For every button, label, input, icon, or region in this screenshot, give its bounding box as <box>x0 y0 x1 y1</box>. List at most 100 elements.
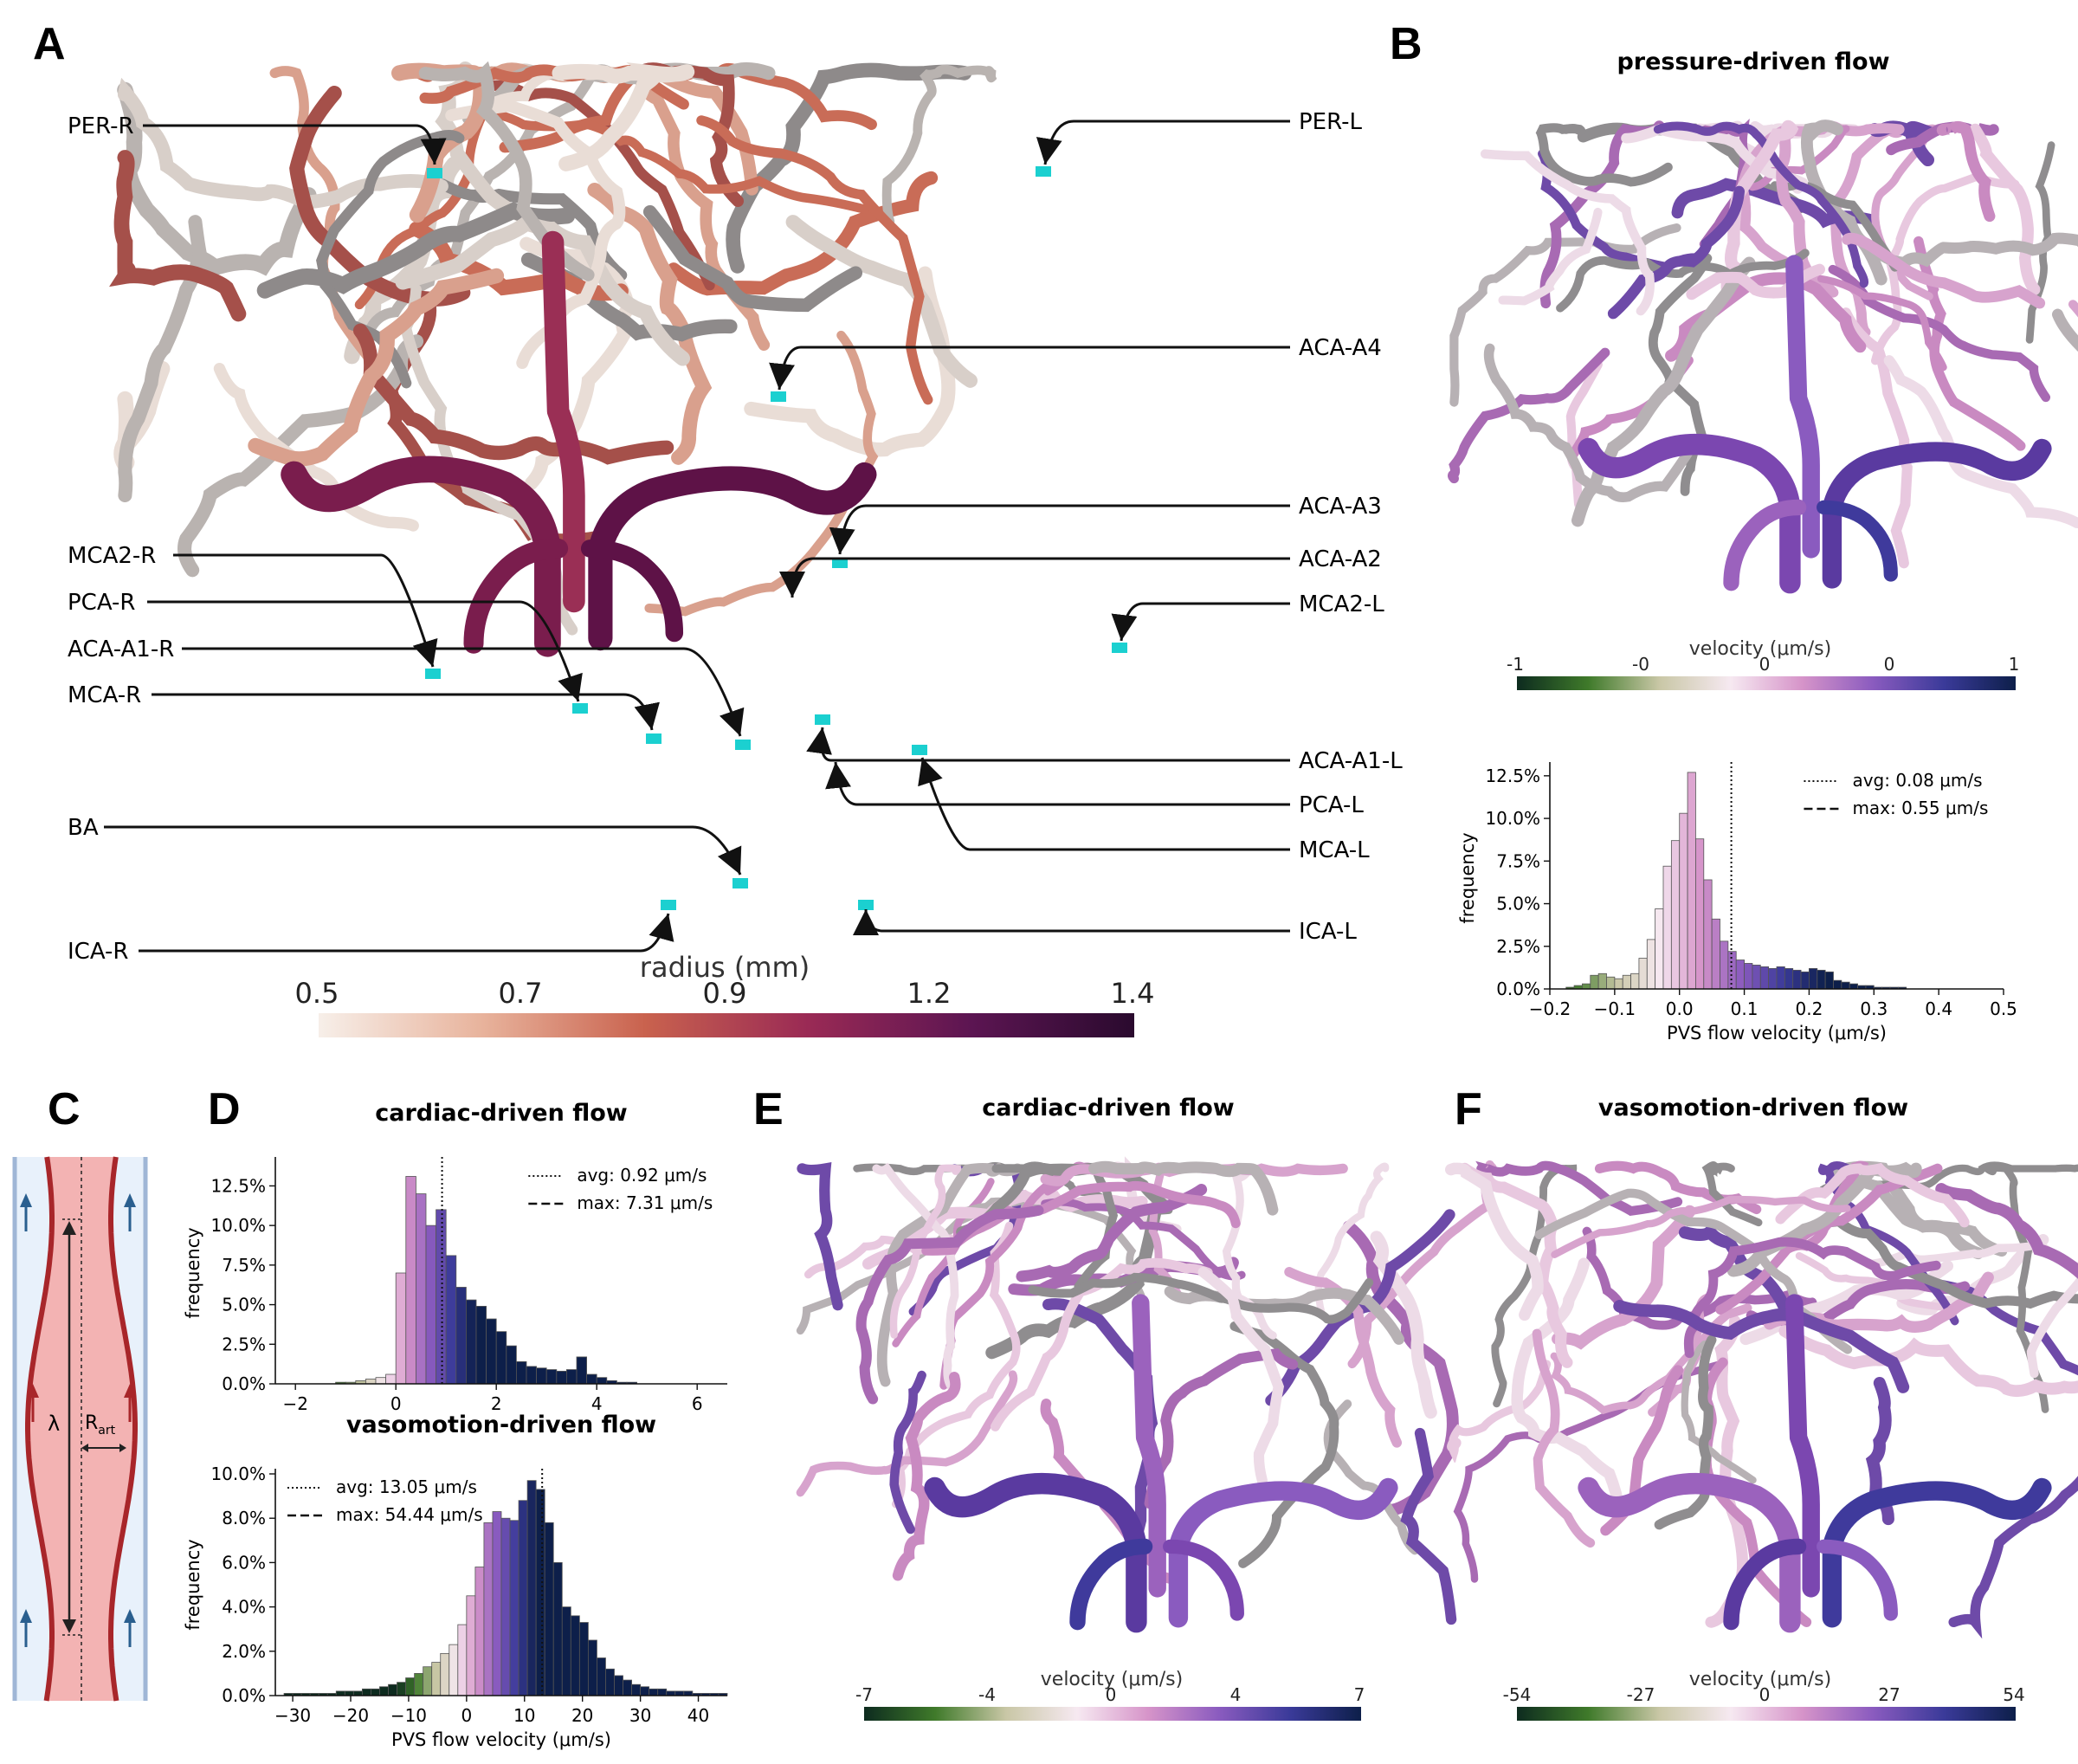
histogram-bar <box>510 1521 519 1696</box>
panel-letter-b: B <box>1390 19 1423 69</box>
radius-tick-0: 0.5 <box>295 977 339 1010</box>
histogram-bar <box>1615 979 1623 989</box>
vessel-label: ACA-A1-R <box>68 636 174 662</box>
x-tick-label: −30 <box>274 1705 311 1726</box>
vessel-label: ACA-A4 <box>1299 335 1382 361</box>
histogram-bar <box>587 1374 597 1384</box>
histogram-bar <box>432 1663 441 1696</box>
measurement-marker <box>1036 166 1051 177</box>
histogram-bar <box>426 1225 436 1384</box>
measurement-marker <box>572 703 588 714</box>
x-tick-label: 10 <box>513 1705 535 1726</box>
callout-line <box>866 909 1290 931</box>
histogram-bar <box>458 1625 467 1696</box>
histogram-bar <box>588 1640 597 1696</box>
x-axis-label: PVS flow velocity (μm/s) <box>391 1729 611 1750</box>
radius-tick-4: 1.4 <box>1111 977 1155 1010</box>
velocity-f-tick-3: 27 <box>1878 1684 1900 1705</box>
callout-line <box>792 559 1290 598</box>
measurement-marker <box>732 878 748 888</box>
histogram-bar <box>406 1176 416 1384</box>
histogram-bar <box>562 1607 571 1696</box>
legend-avg-label: avg: 0.92 μm/s <box>577 1165 707 1186</box>
velocity-vessel <box>2058 314 2078 533</box>
measurement-marker <box>735 740 751 750</box>
histogram-bar <box>658 1689 667 1696</box>
x-tick-label: 0.0 <box>1666 998 1694 1019</box>
velocity-b-tick-4: 1 <box>2009 654 2020 675</box>
measurement-marker <box>815 714 830 725</box>
histogram-bar <box>1639 959 1647 989</box>
vessel-label: MCA2-R <box>68 543 156 569</box>
histogram-bar <box>1655 908 1663 989</box>
panel-e-cardiac-flow: cardiac-driven flow velocity (μm/s) -7 -… <box>800 1095 1492 1721</box>
histogram-bar <box>1842 982 1849 989</box>
velocity-vessel <box>1878 238 2078 265</box>
vessel-label: MCA2-L <box>1299 591 1384 617</box>
histogram-bar <box>1784 968 1792 989</box>
histogram-bar <box>466 1300 476 1384</box>
histogram-bar <box>389 1684 397 1696</box>
y-tick-label: 12.5% <box>210 1175 266 1196</box>
velocity-vessel <box>1707 1166 1759 1223</box>
velocity-e-tick-3: 4 <box>1230 1684 1242 1705</box>
x-tick-label: 20 <box>571 1705 593 1726</box>
velocity-f-tick-2: 0 <box>1759 1684 1771 1705</box>
histogram-bar <box>436 1210 447 1384</box>
measurement-marker <box>912 745 927 755</box>
vessel-network-f <box>1451 1166 2078 1623</box>
panel-f-vasomotion-flow: vasomotion-driven flow velocity (μm/s) -… <box>1451 1095 2078 1721</box>
x-tick-label: −0.2 <box>1529 998 1571 1019</box>
histogram-bar <box>396 1273 406 1384</box>
wavelength-label: λ <box>48 1412 60 1436</box>
histogram-bar <box>446 1256 456 1384</box>
velocity-vessel <box>2073 304 2078 445</box>
histogram-bar <box>501 1518 510 1696</box>
histogram-bar <box>365 1380 376 1384</box>
y-tick-label: 0.0% <box>222 1373 266 1394</box>
histogram-bar <box>605 1669 614 1696</box>
x-tick-label: 0.2 <box>1796 998 1823 1019</box>
panel-letter-a: A <box>33 19 66 69</box>
histogram-bar <box>484 1522 493 1696</box>
histogram-bar <box>546 1370 557 1384</box>
y-tick-label: 10.0% <box>210 1215 266 1236</box>
y-tick-label: 0.0% <box>222 1685 266 1706</box>
measurement-marker <box>425 669 441 679</box>
histogram-bar <box>1745 963 1752 989</box>
histogram-bar <box>1777 966 1784 989</box>
velocity-vessel <box>1953 1440 2078 1622</box>
histogram-bar <box>526 1367 537 1384</box>
legend-avg-label: avg: 0.08 μm/s <box>1852 770 1982 791</box>
velocity-b-tick-2: 0 <box>1759 654 1771 675</box>
histogram-bar <box>553 1562 562 1696</box>
x-tick-label: −0.1 <box>1594 998 1636 1019</box>
histogram-bar <box>386 1374 397 1384</box>
velocity-colorbar-e: velocity (μm/s) -7 -4 0 4 7 <box>855 1669 1365 1721</box>
histogram-bar <box>456 1287 467 1384</box>
legend-max-label: max: 7.31 μm/s <box>577 1192 713 1213</box>
histogram-bar <box>1680 813 1688 989</box>
panel-b-title: pressure-driven flow <box>1617 48 1889 75</box>
velocity-e-tick-4: 7 <box>1354 1684 1365 1705</box>
histogram-bar <box>597 1378 607 1384</box>
histogram-bar <box>1663 866 1671 989</box>
histogram-bar <box>1736 960 1744 989</box>
x-tick-label: 30 <box>629 1705 651 1726</box>
histogram-bar <box>1631 973 1639 989</box>
callout-line <box>182 649 740 736</box>
histogram-bar <box>1849 984 1857 989</box>
callout-line <box>836 762 1290 804</box>
histogram-title: cardiac-driven flow <box>375 1100 628 1127</box>
histogram-bar <box>579 1623 588 1696</box>
histogram-bar <box>641 1687 649 1696</box>
measurement-marker <box>1112 643 1127 653</box>
vessel-label: MCA-L <box>1299 837 1370 863</box>
histogram-bar <box>1834 980 1842 989</box>
y-tick-label: 0.0% <box>1496 979 1540 999</box>
x-tick-label: 0.4 <box>1925 998 1952 1019</box>
velocity-b-tick-1: -0 <box>1632 654 1649 675</box>
